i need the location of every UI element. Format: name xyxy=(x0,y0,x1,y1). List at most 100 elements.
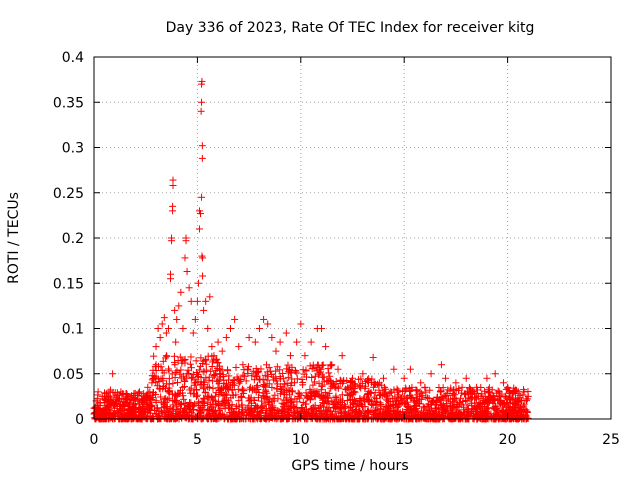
data-point xyxy=(198,98,206,106)
data-point xyxy=(205,392,213,400)
data-point xyxy=(189,329,197,337)
data-point xyxy=(214,377,222,385)
data-point xyxy=(267,367,275,375)
data-point xyxy=(206,293,214,301)
data-point xyxy=(250,376,258,384)
data-point xyxy=(326,372,334,380)
data-point xyxy=(217,386,225,394)
data-point xyxy=(217,373,225,381)
data-point xyxy=(456,398,464,406)
data-point xyxy=(442,374,450,382)
data-point xyxy=(251,405,259,413)
data-point xyxy=(198,154,206,162)
data-point xyxy=(290,403,298,411)
data-point xyxy=(198,252,206,260)
data-point xyxy=(102,396,110,404)
data-point xyxy=(301,400,309,408)
data-point xyxy=(103,393,111,401)
data-point xyxy=(164,325,172,332)
data-point xyxy=(263,361,271,369)
data-point xyxy=(457,412,465,420)
data-point xyxy=(407,410,415,418)
data-point xyxy=(156,385,164,393)
data-point xyxy=(107,397,115,405)
data-point xyxy=(400,394,408,402)
data-point xyxy=(389,395,397,403)
data-point xyxy=(257,365,265,373)
data-point xyxy=(368,398,376,406)
data-point xyxy=(427,401,435,409)
data-point xyxy=(310,406,318,414)
data-point xyxy=(438,402,446,410)
data-point xyxy=(462,374,470,382)
y-tick-label: 0.35 xyxy=(53,95,84,111)
data-point xyxy=(382,410,390,418)
data-point xyxy=(224,366,232,374)
data-point xyxy=(253,381,261,389)
data-point xyxy=(317,386,325,394)
data-point xyxy=(188,373,196,381)
data-point xyxy=(264,395,272,403)
data-point xyxy=(453,402,461,410)
data-point xyxy=(463,397,471,405)
data-point xyxy=(143,396,151,404)
data-point xyxy=(124,406,132,414)
data-point xyxy=(499,407,507,415)
data-point xyxy=(105,403,113,411)
data-point xyxy=(154,404,162,412)
data-point xyxy=(461,396,469,404)
data-point xyxy=(253,369,261,377)
data-point xyxy=(502,393,510,401)
data-point xyxy=(216,362,224,370)
data-point xyxy=(279,384,287,392)
data-point xyxy=(296,407,304,415)
data-point xyxy=(104,402,112,410)
data-point xyxy=(113,399,121,407)
data-point xyxy=(165,375,173,383)
data-point xyxy=(160,314,168,322)
data-point xyxy=(523,395,531,403)
data-point xyxy=(260,414,268,422)
data-point xyxy=(120,402,128,410)
data-point xyxy=(270,397,278,405)
data-point xyxy=(302,389,310,397)
data-points xyxy=(90,77,532,423)
data-point xyxy=(168,414,176,422)
data-point xyxy=(195,407,203,415)
data-point xyxy=(187,353,195,361)
data-point xyxy=(425,406,433,414)
data-point xyxy=(208,363,216,371)
data-point xyxy=(234,385,242,393)
data-point xyxy=(282,329,290,337)
data-point xyxy=(372,401,380,409)
y-tick-label: 0 xyxy=(75,412,84,428)
data-point xyxy=(225,402,233,410)
data-point xyxy=(485,384,493,392)
data-point xyxy=(192,393,200,401)
data-point xyxy=(263,394,271,402)
data-point xyxy=(266,411,274,419)
data-point xyxy=(299,366,307,374)
data-point xyxy=(433,393,441,401)
data-point xyxy=(229,408,237,416)
data-point xyxy=(412,386,420,394)
data-point xyxy=(195,225,203,233)
data-point xyxy=(286,366,294,374)
data-point xyxy=(119,390,127,398)
data-point xyxy=(202,297,210,305)
data-point xyxy=(109,370,117,378)
data-point xyxy=(232,405,240,413)
data-point xyxy=(427,370,435,378)
data-point xyxy=(96,399,104,407)
data-point xyxy=(252,388,260,396)
data-point xyxy=(197,107,205,115)
data-point xyxy=(323,391,331,399)
data-point xyxy=(194,279,202,287)
data-point xyxy=(376,406,384,414)
data-point xyxy=(185,284,193,292)
data-point xyxy=(172,391,180,399)
data-point xyxy=(311,378,319,386)
data-point xyxy=(470,387,478,395)
data-point xyxy=(419,410,427,418)
data-point xyxy=(168,237,176,245)
